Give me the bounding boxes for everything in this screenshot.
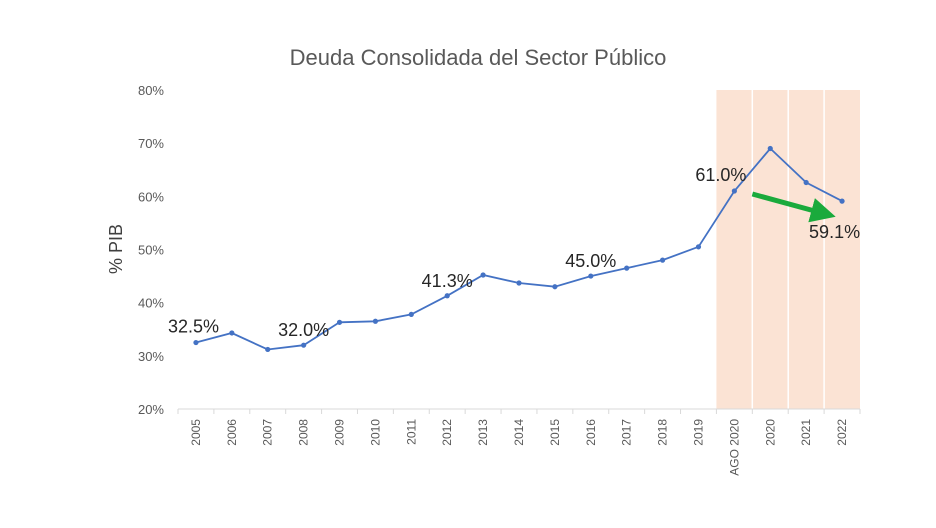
series-points <box>193 145 845 353</box>
y-tick-label: 40% <box>138 296 164 311</box>
data-label: 32.5% <box>168 317 219 337</box>
data-point <box>624 265 630 271</box>
x-tick-label: 2013 <box>476 419 490 446</box>
data-point <box>229 330 235 336</box>
x-tick-label: 2008 <box>297 419 311 446</box>
x-tick-label: 2010 <box>368 419 382 446</box>
data-point <box>552 284 558 290</box>
data-point <box>265 346 271 353</box>
data-point <box>480 272 486 278</box>
y-tick-label: 30% <box>138 349 164 364</box>
data-labels: 32.5% 32.0% 41.3% 45.0% 61.0% 59.1% <box>168 165 860 340</box>
y-tick-label: 80% <box>138 83 164 98</box>
x-tick-label: 2019 <box>691 419 705 446</box>
data-point <box>193 339 199 346</box>
data-point <box>731 188 737 194</box>
x-tick-label: 2022 <box>835 419 849 446</box>
data-point <box>767 145 773 152</box>
x-tick-label: 2005 <box>189 419 203 446</box>
x-axis-ticks: 2005 2006 2007 2008 2009 2010 2011 2012 2013 2014… <box>177 409 861 476</box>
data-point <box>301 342 307 348</box>
x-tick-label: 2021 <box>799 419 813 446</box>
x-tick-label: 2011 <box>404 419 418 445</box>
data-point <box>695 244 702 250</box>
data-label: 61.0% <box>695 165 746 185</box>
x-tick-label: 2020 <box>763 419 777 446</box>
y-tick-label: 60% <box>138 189 164 204</box>
x-tick-label: 2014 <box>512 419 526 446</box>
x-tick-label: 2018 <box>656 419 670 446</box>
data-point <box>516 280 522 286</box>
data-label: 45.0% <box>565 251 616 271</box>
data-point <box>372 318 379 324</box>
x-tick-label: 2006 <box>225 419 239 446</box>
data-label: 41.3% <box>422 271 473 291</box>
x-tick-label: 2016 <box>584 419 598 446</box>
y-axis-ticks: 20% 30% 40% 50% 60% 70% 80% <box>138 83 164 417</box>
x-tick-label: 2007 <box>261 419 275 446</box>
data-point <box>588 273 594 279</box>
data-label: 32.0% <box>278 320 329 340</box>
y-axis-label: % PIB <box>106 224 126 274</box>
data-label: 59.1% <box>809 222 860 242</box>
data-point <box>408 311 414 317</box>
data-point <box>336 319 343 325</box>
chart-title: Deuda Consolidada del Sector Público <box>290 45 667 70</box>
x-tick-label: 2009 <box>333 419 347 446</box>
y-tick-label: 70% <box>138 136 164 151</box>
x-tick-label: 2012 <box>440 419 454 446</box>
y-tick-label: 20% <box>138 402 164 417</box>
data-point <box>803 179 809 186</box>
data-point <box>839 198 845 204</box>
trend-arrow <box>751 191 836 223</box>
data-point <box>444 293 450 299</box>
x-tick-label: AGO 2020 <box>727 419 741 476</box>
x-tick-label: 2015 <box>548 419 562 446</box>
highlight-region <box>716 90 860 409</box>
y-tick-label: 50% <box>138 243 164 258</box>
x-tick-label: 2017 <box>620 419 634 446</box>
data-point <box>659 257 666 263</box>
